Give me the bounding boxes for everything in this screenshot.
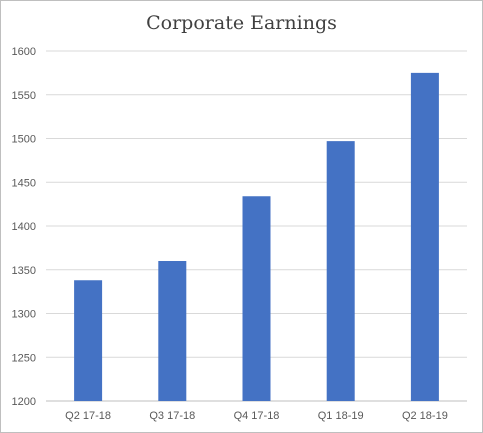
y-tick-label: 1450 bbox=[12, 177, 36, 189]
y-tick-label: 1250 bbox=[12, 352, 36, 364]
x-axis-ticks: Q2 17-18 Q3 17-18 Q4 17-18 Q1 18-19 Q2 18-19 bbox=[65, 410, 448, 422]
y-tick-label: 1200 bbox=[12, 396, 36, 408]
y-tick-label: 1600 bbox=[12, 46, 36, 58]
y-tick-label: 1300 bbox=[12, 309, 36, 321]
y-tick-label: 1350 bbox=[12, 265, 36, 277]
y-axis-ticks: 1200 1250 1300 1350 1400 1450 1500 1550 1600 bbox=[12, 46, 36, 408]
x-tick-label: Q1 18-19 bbox=[318, 410, 364, 422]
x-tick-label: Q3 17-18 bbox=[149, 410, 195, 422]
bar bbox=[74, 280, 103, 401]
chart-title: Corporate Earnings bbox=[146, 12, 337, 34]
y-tick-label: 1550 bbox=[12, 90, 36, 102]
x-tick-label: Q2 18-19 bbox=[402, 410, 448, 422]
x-tick-label: Q4 17-18 bbox=[234, 410, 280, 422]
y-tick-label: 1500 bbox=[12, 134, 36, 146]
bar bbox=[242, 196, 271, 401]
bars bbox=[74, 72, 439, 401]
y-tick-label: 1400 bbox=[12, 221, 36, 233]
bar bbox=[158, 261, 187, 401]
bar bbox=[326, 141, 355, 401]
x-tick-label: Q2 17-18 bbox=[65, 410, 111, 422]
bar bbox=[410, 72, 439, 401]
